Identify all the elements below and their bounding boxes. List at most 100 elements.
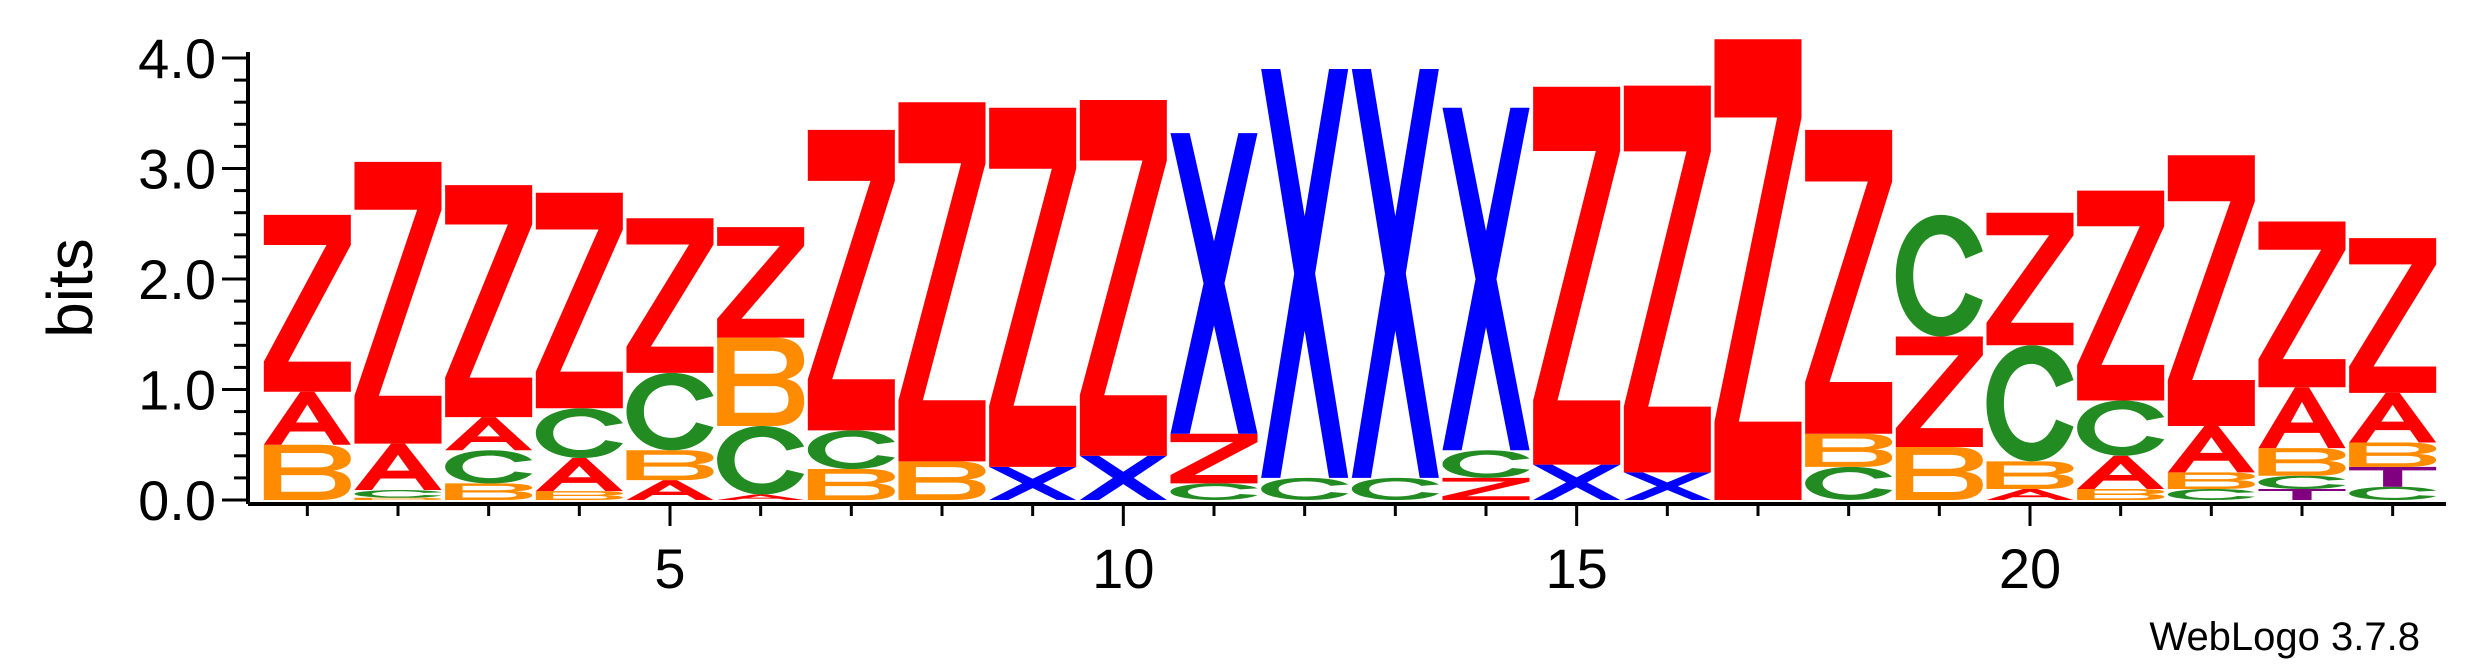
logo-column-5: [626, 218, 714, 500]
y-axis: 0.0 1.0 2.0 3.0 4.0: [138, 27, 250, 532]
logo-letter-x: [1351, 69, 1439, 478]
logo-letter-c: [1442, 450, 1530, 478]
logo-column-20: [1986, 212, 2074, 500]
logo-column-17: [1714, 39, 1802, 501]
logo-letter-c: [535, 408, 623, 459]
logo-letter-z: [1714, 39, 1802, 501]
logo-letter-c: [2077, 400, 2165, 456]
logo-letter-b: [807, 469, 895, 500]
logo-letter-c: [445, 450, 533, 484]
logo-letter-c: [1351, 477, 1439, 500]
logo-letter-z: [1805, 129, 1893, 434]
x-axis: 5 10 15 20: [248, 502, 2446, 600]
logo-letter-b: [2077, 488, 2165, 500]
logo-column-8: [898, 102, 986, 501]
logo-letter-c: [2258, 475, 2346, 489]
logo-letter-x: [1533, 464, 1621, 500]
logo-column-22: [2167, 155, 2255, 500]
logo-letter-z: [989, 107, 1077, 467]
logo-letter-c: [354, 490, 442, 498]
logo-letter-t: [2349, 466, 2437, 487]
logo-letter-stacks: [263, 39, 2437, 501]
logo-letter-c: [626, 372, 714, 451]
y-tick-label: 1.0: [138, 359, 216, 422]
logo-column-2: [354, 161, 442, 500]
logo-column-14: [1442, 107, 1530, 500]
logo-letter-x: [1170, 133, 1258, 434]
x-tick-label: 10: [1092, 537, 1154, 600]
logo-letter-c: [807, 430, 895, 470]
logo-letter-a: [2077, 455, 2165, 489]
logo-letter-b: [1986, 461, 2074, 489]
logo-letter-x: [1079, 455, 1167, 500]
y-tick-label: 0.0: [138, 469, 216, 532]
logo-letter-z: [445, 185, 533, 418]
logo-letter-a: [626, 480, 714, 500]
logo-column-1: [263, 214, 351, 500]
logo-letter-a: [2167, 425, 2255, 473]
logo-letter-z: [717, 227, 805, 338]
logo-letter-z: [535, 192, 623, 409]
logo-column-10: [1079, 99, 1167, 500]
x-tick-label: 5: [654, 537, 685, 600]
logo-letter-b: [2349, 442, 2437, 467]
logo-letter-z: [1986, 212, 2074, 346]
logo-letter-b: [2258, 448, 2346, 476]
logo-column-7: [807, 129, 895, 500]
logo-letter-z: [1079, 99, 1167, 456]
y-tick-label: 3.0: [138, 138, 216, 201]
logo-letter-a: [1986, 488, 2074, 500]
logo-letter-b: [1805, 433, 1893, 467]
logo-letter-z: [354, 161, 442, 444]
logo-letter-x: [1442, 107, 1530, 451]
logo-letter-c: [2167, 488, 2255, 500]
logo-letter-a: [354, 443, 442, 491]
logo-letter-z: [2167, 155, 2255, 426]
logo-letter-a: [2349, 392, 2437, 443]
weblogo-credit: WebLogo 3.7.8: [2149, 615, 2420, 659]
logo-column-21: [2077, 190, 2165, 500]
logo-letter-z: [2077, 190, 2165, 401]
y-axis-title: bits: [34, 238, 106, 338]
logo-letter-b: [717, 337, 805, 426]
logo-letter-x: [1261, 69, 1349, 478]
y-tick-label: 2.0: [138, 248, 216, 311]
logo-column-23: [2258, 221, 2346, 500]
logo-letter-b: [445, 483, 533, 500]
logo-column-18: [1805, 129, 1893, 500]
logo-column-11: [1170, 133, 1258, 500]
logo-column-3: [445, 185, 533, 500]
logo-letter-z: [2258, 221, 2346, 388]
logo-letter-z: [1442, 477, 1530, 500]
logo-letter-c: [2349, 486, 2437, 500]
logo-letter-c: [1986, 345, 2074, 462]
logo-letter-c: [717, 425, 805, 495]
logo-letter-z: [263, 214, 351, 392]
logo-letter-b: [1895, 446, 1983, 500]
logo-column-4: [535, 192, 623, 500]
logo-letter-b: [2167, 472, 2255, 489]
logo-column-6: [717, 227, 805, 500]
logo-letter-a: [2258, 387, 2346, 449]
logo-letter-b: [626, 450, 714, 481]
logo-letter-b: [898, 461, 986, 501]
logo-letter-a: [717, 494, 805, 500]
logo-letter-a: [535, 458, 623, 492]
logo-letter-c: [1170, 483, 1258, 500]
logo-letter-z: [898, 102, 986, 462]
logo-letter-b: [535, 491, 623, 500]
x-tick-label: 15: [1546, 537, 1608, 600]
logo-letter-z: [626, 218, 714, 373]
logo-letter-a: [263, 391, 351, 445]
logo-letter-x: [989, 466, 1077, 500]
logo-column-9: [989, 107, 1077, 500]
logo-column-15: [1533, 86, 1621, 500]
logo-column-19: [1895, 214, 1983, 500]
logo-letter-c: [1261, 477, 1349, 500]
logo-letter-z: [2349, 238, 2437, 393]
logo-column-13: [1351, 69, 1439, 500]
logo-letter-z: [807, 129, 895, 431]
y-tick-label: 4.0: [138, 27, 216, 90]
logo-column-16: [1623, 85, 1711, 500]
logo-letter-z: [1170, 433, 1258, 484]
